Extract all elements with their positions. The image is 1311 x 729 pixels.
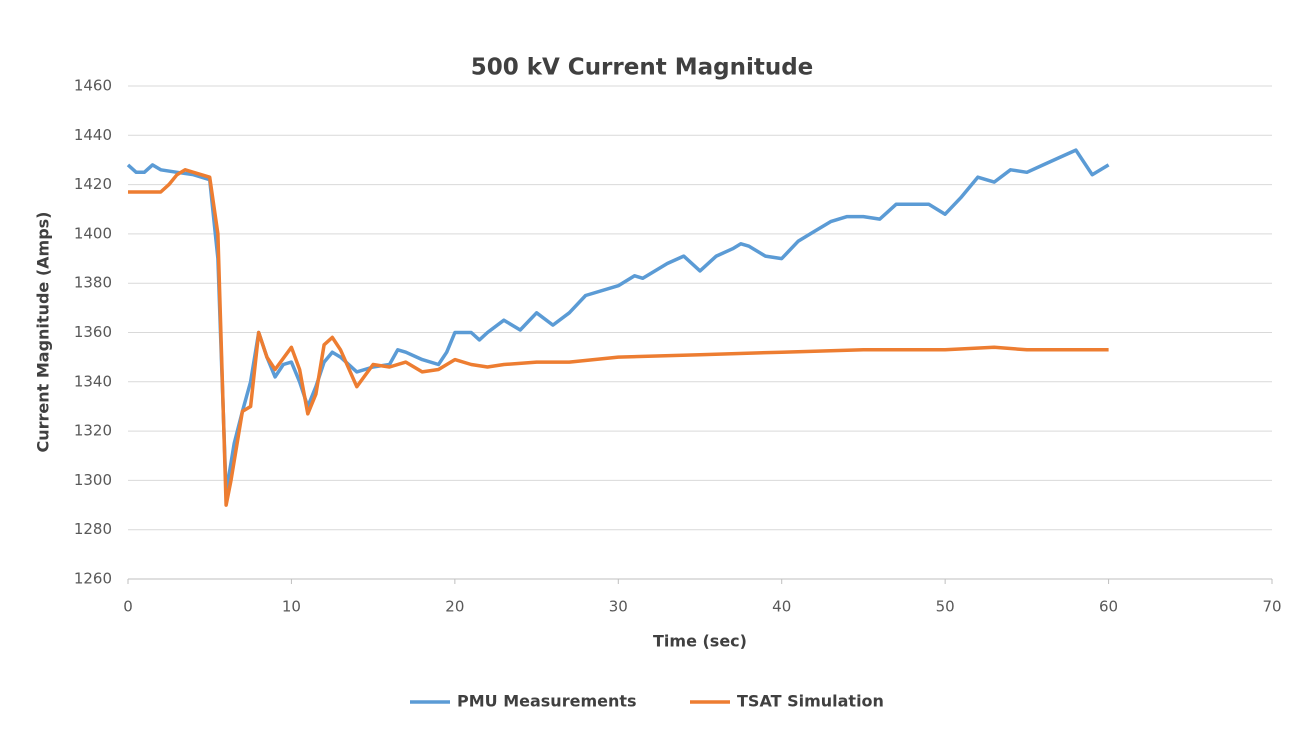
x-tick-label: 20 bbox=[445, 598, 464, 616]
y-tick-label: 1380 bbox=[74, 274, 112, 292]
y-tick-label: 1340 bbox=[74, 372, 112, 390]
series-line bbox=[126, 148, 1110, 495]
y-tick-label: 1360 bbox=[74, 323, 112, 341]
y-tick-label: 1280 bbox=[74, 520, 112, 538]
legend-label: TSAT Simulation bbox=[737, 692, 884, 711]
y-tick-label: 1400 bbox=[74, 224, 112, 242]
x-tick-label: 40 bbox=[772, 598, 791, 616]
y-tick-label: 1320 bbox=[74, 422, 112, 440]
y-axis-title: Current Magnitude (Amps) bbox=[34, 212, 53, 453]
y-tick-label: 1460 bbox=[74, 77, 112, 95]
series-line bbox=[128, 168, 1109, 507]
x-tick-label: 60 bbox=[1099, 598, 1118, 616]
y-tick-label: 1420 bbox=[74, 175, 112, 193]
chart-title: 500 kV Current Magnitude bbox=[471, 55, 814, 81]
y-tick-label: 1260 bbox=[74, 570, 112, 588]
legend-label: PMU Measurements bbox=[457, 692, 637, 711]
x-tick-label: 0 bbox=[123, 598, 133, 616]
x-tick-label: 50 bbox=[936, 598, 955, 616]
x-tick-label: 10 bbox=[282, 598, 301, 616]
x-axis-title: Time (sec) bbox=[653, 632, 747, 651]
y-tick-label: 1300 bbox=[74, 471, 112, 489]
y-tick-label: 1440 bbox=[74, 126, 112, 144]
x-tick-label: 30 bbox=[609, 598, 628, 616]
x-tick-label: 70 bbox=[1262, 598, 1281, 616]
